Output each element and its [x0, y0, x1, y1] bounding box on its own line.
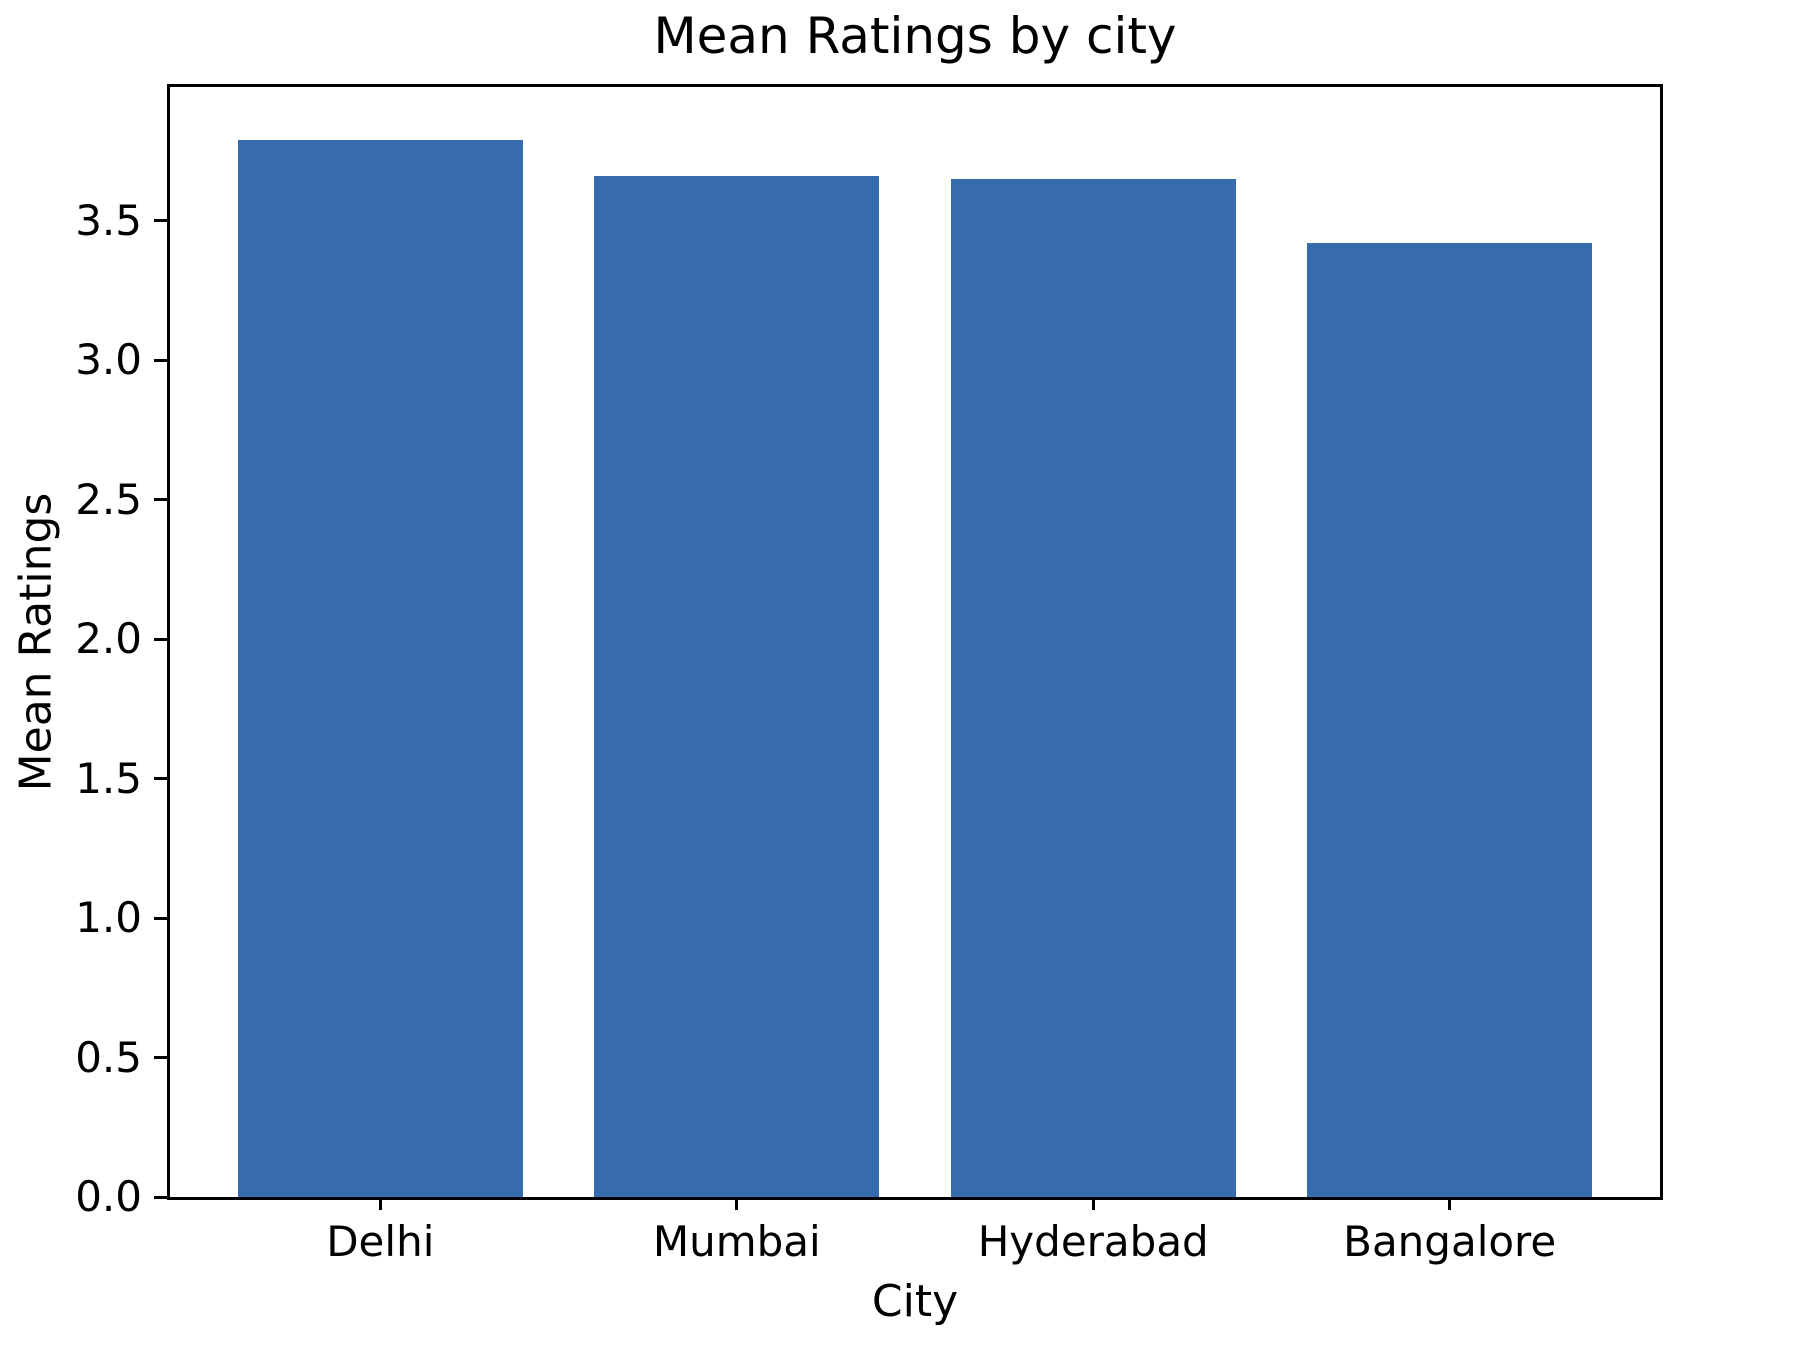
x-tick-label-bangalore: Bangalore [1343, 1217, 1557, 1266]
x-axis-label: City [871, 1276, 959, 1327]
y-tick-mark [154, 358, 167, 362]
x-tick-mark [378, 1197, 382, 1210]
x-tick-mark [735, 1197, 739, 1210]
y-tick-mark [154, 916, 167, 920]
y-tick-mark [154, 498, 167, 502]
y-tick-label: 3.0 [75, 335, 142, 385]
y-tick-mark [154, 777, 167, 781]
y-tick-label: 3.5 [75, 195, 142, 245]
bar-mumbai [594, 176, 880, 1197]
bar-delhi [237, 140, 523, 1197]
y-tick-label: 2.0 [75, 614, 142, 664]
y-tick-label: 1.0 [75, 893, 142, 943]
x-tick-label-mumbai: Mumbai [652, 1217, 821, 1266]
x-tick-mark [1448, 1197, 1452, 1210]
x-tick-label-hyderabad: Hyderabad [977, 1217, 1209, 1266]
bar-hyderabad [950, 179, 1236, 1197]
x-tick-label-delhi: Delhi [326, 1217, 435, 1266]
y-tick-label: 0.0 [75, 1172, 142, 1221]
y-tick-mark [154, 1195, 167, 1199]
y-tick-mark [154, 637, 167, 641]
x-tick-mark [1091, 1197, 1095, 1210]
y-tick-label: 0.5 [75, 1032, 142, 1082]
y-tick-label: 2.5 [75, 474, 142, 524]
y-tick-label: 1.5 [75, 753, 142, 803]
y-tick-mark [154, 1056, 167, 1060]
bar-bangalore [1307, 243, 1593, 1197]
chart-title: Mean Ratings by city [653, 7, 1177, 65]
y-tick-mark [154, 219, 167, 223]
plot-area: 0.0 0.5 1.0 1.5 2.0 2.5 3.0 3.5 Delhi Mumbai Hyder… [75, 84, 1663, 1263]
